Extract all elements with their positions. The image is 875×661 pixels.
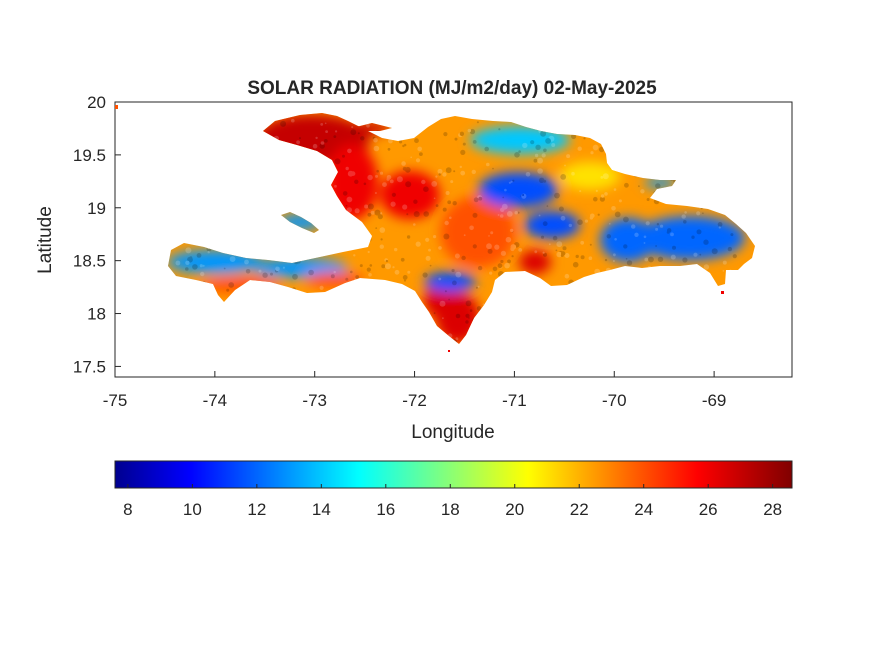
y-axis-label: Latitude — [35, 206, 56, 274]
chart-title: SOLAR RADIATION (MJ/m2/day) 02-May-2025 — [247, 78, 657, 99]
y-tick-label: 18 — [87, 305, 106, 324]
colorbar-tick-label: 16 — [376, 500, 395, 519]
region-dominican-east — [635, 216, 745, 260]
region-north-coast-dr — [470, 126, 570, 154]
colorbar-tick-label: 22 — [570, 500, 589, 519]
colorbar-tick-label: 26 — [699, 500, 718, 519]
colorbar-tick-label: 28 — [763, 500, 782, 519]
region-samana-peninsula — [644, 178, 676, 188]
region-cibao-valley — [560, 162, 620, 190]
colorbar-tick-label: 12 — [247, 500, 266, 519]
colorbar-tick-label: 18 — [441, 500, 460, 519]
y-tick-label: 20 — [87, 93, 106, 112]
colorbar-tick-label: 24 — [634, 500, 653, 519]
edge-speck — [448, 350, 450, 352]
x-tick-label: -70 — [602, 391, 627, 410]
y-tick-label: 18.5 — [73, 252, 106, 271]
colorbar-tick-label: 14 — [312, 500, 331, 519]
edge-speck — [115, 105, 118, 109]
region-dominican-central-interior — [440, 196, 516, 268]
x-axis-label: Longitude — [411, 422, 494, 443]
region-cordillera-central — [478, 172, 558, 208]
colorbar-tick-label: 20 — [505, 500, 524, 519]
y-tick-label: 17.5 — [73, 357, 106, 376]
region-cordillera-central — [524, 211, 580, 239]
colorbar-tick-label: 8 — [123, 500, 132, 519]
x-tick-label: -69 — [702, 391, 727, 410]
edge-speck — [721, 291, 724, 294]
x-tick-label: -72 — [402, 391, 427, 410]
y-tick-label: 19 — [87, 199, 106, 218]
x-tick-label: -71 — [502, 391, 527, 410]
colorbar — [114, 460, 793, 489]
x-tick-label: -74 — [203, 391, 228, 410]
region-dominican-southwest-barahona — [519, 250, 551, 274]
region-dominican-east — [600, 218, 656, 262]
colorbar-tick-label: 10 — [183, 500, 202, 519]
y-axis: 20 19.5 19 18.5 18 17.5 — [73, 93, 121, 376]
colorbar-ticks: 8 10 12 14 16 18 20 22 24 26 28 — [123, 484, 782, 519]
region-cordillera-central — [424, 272, 476, 292]
x-axis: -75 -74 -73 -72 -71 -70 -69 — [103, 371, 727, 410]
x-tick-label: -75 — [103, 391, 128, 410]
region-haiti-north-coast — [380, 171, 440, 219]
y-tick-label: 19.5 — [73, 146, 106, 165]
x-tick-label: -73 — [302, 391, 327, 410]
